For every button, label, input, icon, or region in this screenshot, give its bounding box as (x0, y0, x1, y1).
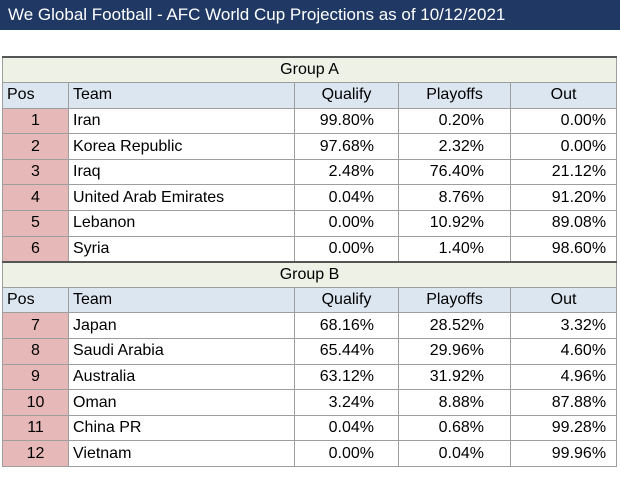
table-row: 9 Australia 63.12% 31.92% 4.96% (2, 363, 618, 391)
out-cell: 0.00% (509, 107, 618, 135)
header-team: Team (68, 82, 295, 109)
team-cell: Korea Republic (68, 133, 295, 160)
out-cell: 91.20% (509, 184, 618, 212)
table-row: 7 Japan 68.16% 28.52% 3.32% (2, 312, 618, 340)
playoffs-cell: 31.92% (398, 363, 511, 391)
header-playoffs: Playoffs (398, 286, 511, 314)
out-cell: 3.32% (509, 312, 618, 340)
table-row: 4 United Arab Emirates 0.04% 8.76% 91.20% (2, 184, 618, 212)
pos-cell: 12 (2, 440, 69, 467)
qualify-cell: 0.00% (294, 235, 399, 263)
page-title: We Global Football - AFC World Cup Proje… (0, 0, 620, 30)
team-cell: Syria (68, 235, 295, 263)
out-cell: 87.88% (509, 389, 618, 416)
qualify-cell: 0.00% (294, 440, 399, 467)
header-team: Team (68, 286, 295, 314)
qualify-cell: 63.12% (294, 363, 399, 391)
playoffs-cell: 76.40% (398, 158, 511, 186)
header-qualify: Qualify (294, 82, 399, 109)
out-cell: 99.28% (509, 414, 618, 442)
pos-cell: 3 (2, 158, 69, 186)
column-header-row: Pos Team Qualify Playoffs Out (2, 286, 618, 314)
out-cell: 89.08% (509, 210, 618, 237)
table-row: 5 Lebanon 0.00% 10.92% 89.08% (2, 210, 618, 237)
qualify-cell: 99.80% (294, 107, 399, 135)
table-row: 8 Saudi Arabia 65.44% 29.96% 4.60% (2, 338, 618, 365)
projections-table: Group A Pos Team Qualify Playoffs Out 1 Iran 99.… (1, 56, 618, 467)
out-cell: 99.96% (509, 440, 618, 467)
qualify-cell: 65.44% (294, 338, 399, 365)
team-cell: Vietnam (68, 440, 295, 467)
pos-cell: 8 (2, 338, 69, 365)
pos-cell: 2 (2, 133, 69, 160)
pos-cell: 7 (2, 312, 69, 340)
playoffs-cell: 28.52% (398, 312, 511, 340)
qualify-cell: 2.48% (294, 158, 399, 186)
pos-cell: 6 (2, 235, 69, 263)
group-title: Group B (1, 260, 618, 288)
team-cell: Iraq (68, 158, 295, 186)
team-cell: Japan (68, 312, 295, 340)
group-header-row: Group B (1, 260, 618, 288)
qualify-cell: 3.24% (294, 389, 399, 416)
qualify-cell: 68.16% (294, 312, 399, 340)
table-row: 10 Oman 3.24% 8.88% 87.88% (2, 389, 618, 416)
out-cell: 0.00% (509, 133, 618, 160)
playoffs-cell: 29.96% (398, 338, 511, 365)
qualify-cell: 0.00% (294, 210, 399, 237)
column-header-row: Pos Team Qualify Playoffs Out (2, 82, 618, 109)
header-pos: Pos (2, 286, 69, 314)
team-cell: China PR (68, 414, 295, 442)
header-out: Out (509, 286, 618, 314)
qualify-cell: 0.04% (294, 414, 399, 442)
playoffs-cell: 8.76% (398, 184, 511, 212)
pos-cell: 9 (2, 363, 69, 391)
group-header-row: Group A (1, 56, 618, 84)
table-row: 1 Iran 99.80% 0.20% 0.00% (2, 107, 618, 135)
pos-cell: 1 (2, 107, 69, 135)
header-out: Out (509, 82, 618, 109)
table-row: 11 China PR 0.04% 0.68% 99.28% (2, 414, 618, 442)
pos-cell: 10 (2, 389, 69, 416)
team-cell: Australia (68, 363, 295, 391)
pos-cell: 11 (2, 414, 69, 442)
header-pos: Pos (2, 82, 69, 109)
team-cell: Oman (68, 389, 295, 416)
group-title: Group A (1, 56, 618, 84)
playoffs-cell: 0.68% (398, 414, 511, 442)
team-cell: Lebanon (68, 210, 295, 237)
out-cell: 4.60% (509, 338, 618, 365)
qualify-cell: 97.68% (294, 133, 399, 160)
playoffs-cell: 0.04% (398, 440, 511, 467)
playoffs-cell: 1.40% (398, 235, 511, 263)
out-cell: 98.60% (509, 235, 618, 263)
playoffs-cell: 10.92% (398, 210, 511, 237)
table-row: 12 Vietnam 0.00% 0.04% 99.96% (2, 440, 618, 467)
blank-row (0, 30, 620, 52)
table-row: 6 Syria 0.00% 1.40% 98.60% (2, 235, 618, 263)
team-cell: United Arab Emirates (68, 184, 295, 212)
playoffs-cell: 2.32% (398, 133, 511, 160)
out-cell: 21.12% (509, 158, 618, 186)
out-cell: 4.96% (509, 363, 618, 391)
header-playoffs: Playoffs (398, 82, 511, 109)
qualify-cell: 0.04% (294, 184, 399, 212)
team-cell: Iran (68, 107, 295, 135)
table-row: 3 Iraq 2.48% 76.40% 21.12% (2, 158, 618, 186)
pos-cell: 4 (2, 184, 69, 212)
playoffs-cell: 8.88% (398, 389, 511, 416)
team-cell: Saudi Arabia (68, 338, 295, 365)
header-qualify: Qualify (294, 286, 399, 314)
table-row: 2 Korea Republic 97.68% 2.32% 0.00% (2, 133, 618, 160)
pos-cell: 5 (2, 210, 69, 237)
playoffs-cell: 0.20% (398, 107, 511, 135)
